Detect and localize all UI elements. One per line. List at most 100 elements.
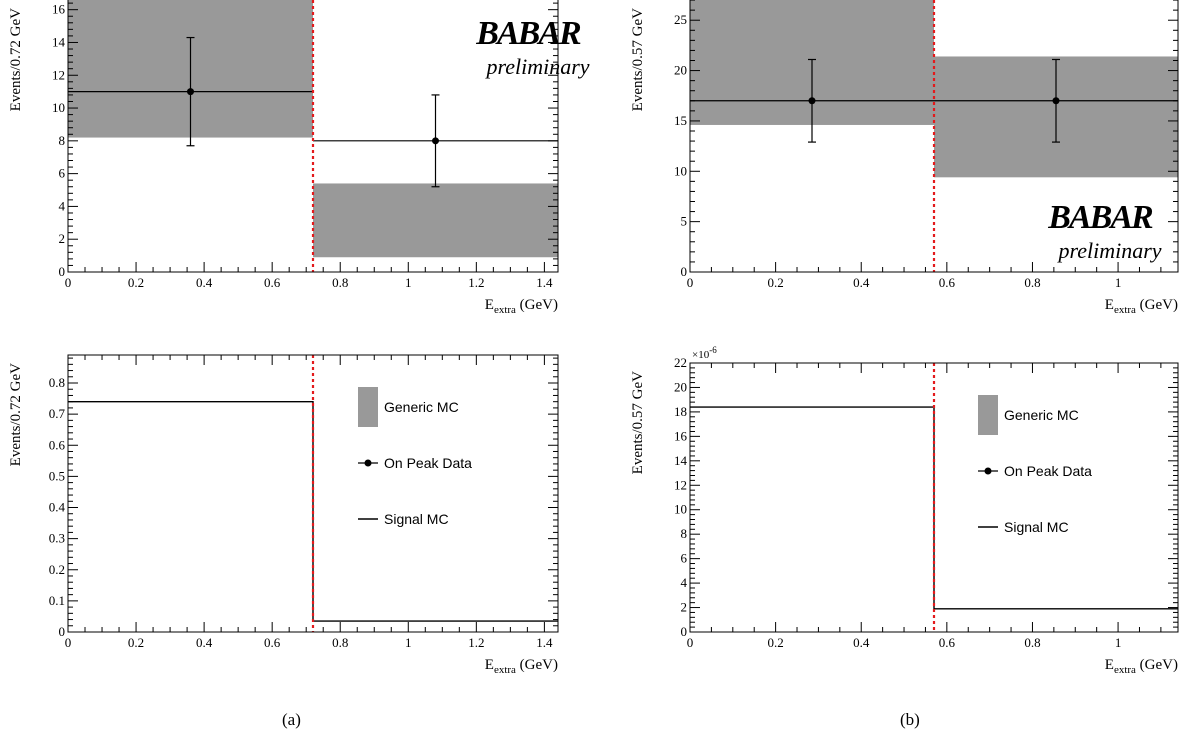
y-tick-label: 0.4 bbox=[49, 500, 66, 515]
y-tick-label: 2 bbox=[681, 600, 688, 615]
x-tick-label: 0.6 bbox=[939, 275, 956, 290]
x-tick-label: 0.2 bbox=[767, 275, 783, 290]
x-tick-label: 0 bbox=[687, 635, 694, 650]
y-tick-label: 0.5 bbox=[49, 468, 65, 483]
x-tick-label: 0.4 bbox=[196, 275, 213, 290]
y-tick-label: 14 bbox=[52, 34, 66, 49]
y-multiplier: ×10-6 bbox=[692, 345, 717, 361]
x-tick-label: 0.8 bbox=[332, 635, 348, 650]
y-tick-label: 8 bbox=[59, 133, 66, 148]
x-tick-label: 1.4 bbox=[536, 635, 553, 650]
y-axis-label: Events/0.72 GeV bbox=[8, 8, 24, 111]
x-tick-label: 0 bbox=[65, 275, 72, 290]
data-point-2 bbox=[432, 137, 439, 145]
panel-label-a: (a) bbox=[282, 710, 301, 729]
x-tick-label: 0.6 bbox=[264, 275, 281, 290]
data-point-2 bbox=[1052, 97, 1060, 105]
plot-frame bbox=[67, 0, 559, 273]
x-tick-label: 0.2 bbox=[128, 275, 144, 290]
x-tick-label: 1.2 bbox=[468, 635, 484, 650]
y-tick-label: 12 bbox=[52, 67, 65, 82]
y-tick-label: 20 bbox=[674, 63, 687, 78]
x-tick-label: 1.2 bbox=[468, 275, 484, 290]
panel-label-b: (b) bbox=[900, 710, 920, 729]
y-tick-label: 0.1 bbox=[49, 593, 65, 608]
x-tick-label: 0.2 bbox=[767, 635, 783, 650]
x-tick-label: 0 bbox=[65, 635, 72, 650]
y-axis-label: Events/0.57 GeV bbox=[630, 371, 646, 474]
y-tick-label: 10 bbox=[52, 100, 65, 115]
x-tick-label: 1 bbox=[1115, 635, 1122, 650]
y-tick-label: 6 bbox=[681, 551, 688, 566]
y-tick-label: 12 bbox=[674, 477, 687, 492]
legend-data-label: On Peak Data bbox=[1004, 463, 1092, 479]
legend-generic-mc-swatch bbox=[358, 387, 378, 427]
preliminary-label: preliminary bbox=[1056, 238, 1161, 263]
y-tick-label: 0.8 bbox=[49, 375, 65, 390]
x-tick-label: 1 bbox=[405, 275, 412, 290]
preliminary-label: preliminary bbox=[484, 54, 589, 79]
data-point-1 bbox=[808, 97, 816, 105]
legend-signal-label: Signal MC bbox=[1004, 519, 1069, 535]
y-tick-label: 16 bbox=[52, 2, 66, 17]
x-axis-label: Eextra (GeV) bbox=[485, 657, 558, 676]
y-tick-label: 0.7 bbox=[49, 406, 66, 421]
y-tick-label: 20 bbox=[674, 379, 687, 394]
y-tick-label: 4 bbox=[681, 575, 688, 590]
x-axis-label: Eextra (GeV) bbox=[1105, 657, 1178, 676]
y-tick-label: 0.2 bbox=[49, 562, 65, 577]
y-tick-label: 2 bbox=[59, 231, 66, 246]
x-axis-label: Eextra (GeV) bbox=[485, 297, 558, 316]
y-tick-label: 16 bbox=[674, 428, 688, 443]
data-point-1 bbox=[187, 88, 194, 96]
panel-a-bottom-signal-histogram: 0 0.2 0.4 0.6 0.8 1 1.2 1.4 0 0.1 0.2 0.3 0.4 0.5 0.6 0… bbox=[8, 354, 559, 676]
y-tick-label: 4 bbox=[59, 198, 66, 213]
x-tick-label: 0.6 bbox=[939, 635, 956, 650]
x-tick-label: 0.4 bbox=[853, 275, 870, 290]
generic-mc-band-2 bbox=[313, 183, 558, 258]
legend-signal-label: Signal MC bbox=[384, 511, 449, 527]
y-tick-label: 0 bbox=[681, 624, 688, 639]
x-tick-label: 0.4 bbox=[853, 635, 870, 650]
x-tick-label: 1.4 bbox=[536, 275, 553, 290]
babar-logo: BABAR bbox=[1047, 199, 1153, 236]
y-tick-label: 14 bbox=[674, 453, 688, 468]
y-tick-label: 10 bbox=[674, 163, 687, 178]
y-axis-label: Events/0.72 GeV bbox=[8, 363, 24, 466]
x-tick-label: 0.8 bbox=[1024, 635, 1040, 650]
legend-data-marker bbox=[984, 467, 992, 475]
plot-frame bbox=[689, 362, 1179, 633]
y-tick-label: 25 bbox=[674, 12, 687, 27]
legend-generic-mc-swatch bbox=[978, 395, 998, 435]
y-tick-label: 22 bbox=[674, 355, 687, 370]
x-tick-label: 1 bbox=[1115, 275, 1122, 290]
plot-frame bbox=[67, 354, 559, 633]
legend-generic-mc-label: Generic MC bbox=[1004, 407, 1079, 423]
legend-data-marker bbox=[364, 459, 372, 467]
y-axis-label: Events/0.57 GeV bbox=[630, 8, 646, 111]
y-tick-label: 0 bbox=[59, 264, 66, 279]
x-tick-label: 1 bbox=[405, 635, 412, 650]
y-tick-label: 0 bbox=[59, 624, 66, 639]
x-tick-label: 0.8 bbox=[332, 275, 348, 290]
x-tick-label: 0 bbox=[687, 275, 694, 290]
y-tick-label: 0.6 bbox=[49, 437, 66, 452]
x-axis-label: Eextra (GeV) bbox=[1105, 297, 1178, 316]
y-tick-label: 0 bbox=[681, 264, 688, 279]
babar-logo: BABAR bbox=[475, 15, 581, 52]
y-tick-label: 8 bbox=[681, 526, 688, 541]
panel-a-top-histogram: 0 0.2 0.4 0.6 0.8 1 1.2 1.4 0 2 4 6 8 10 12 14 16 Eextra … bbox=[8, 0, 590, 316]
y-tick-label: 0.3 bbox=[49, 531, 65, 546]
x-tick-label: 0.4 bbox=[196, 635, 213, 650]
legend-data-label: On Peak Data bbox=[384, 455, 472, 471]
y-tick-label: 18 bbox=[674, 404, 687, 419]
y-tick-label: 15 bbox=[674, 113, 687, 128]
x-tick-label: 0.8 bbox=[1024, 275, 1040, 290]
x-tick-label: 0.2 bbox=[128, 635, 144, 650]
y-tick-label: 6 bbox=[59, 166, 66, 181]
x-tick-label: 0.6 bbox=[264, 635, 281, 650]
y-tick-label: 10 bbox=[674, 502, 687, 517]
